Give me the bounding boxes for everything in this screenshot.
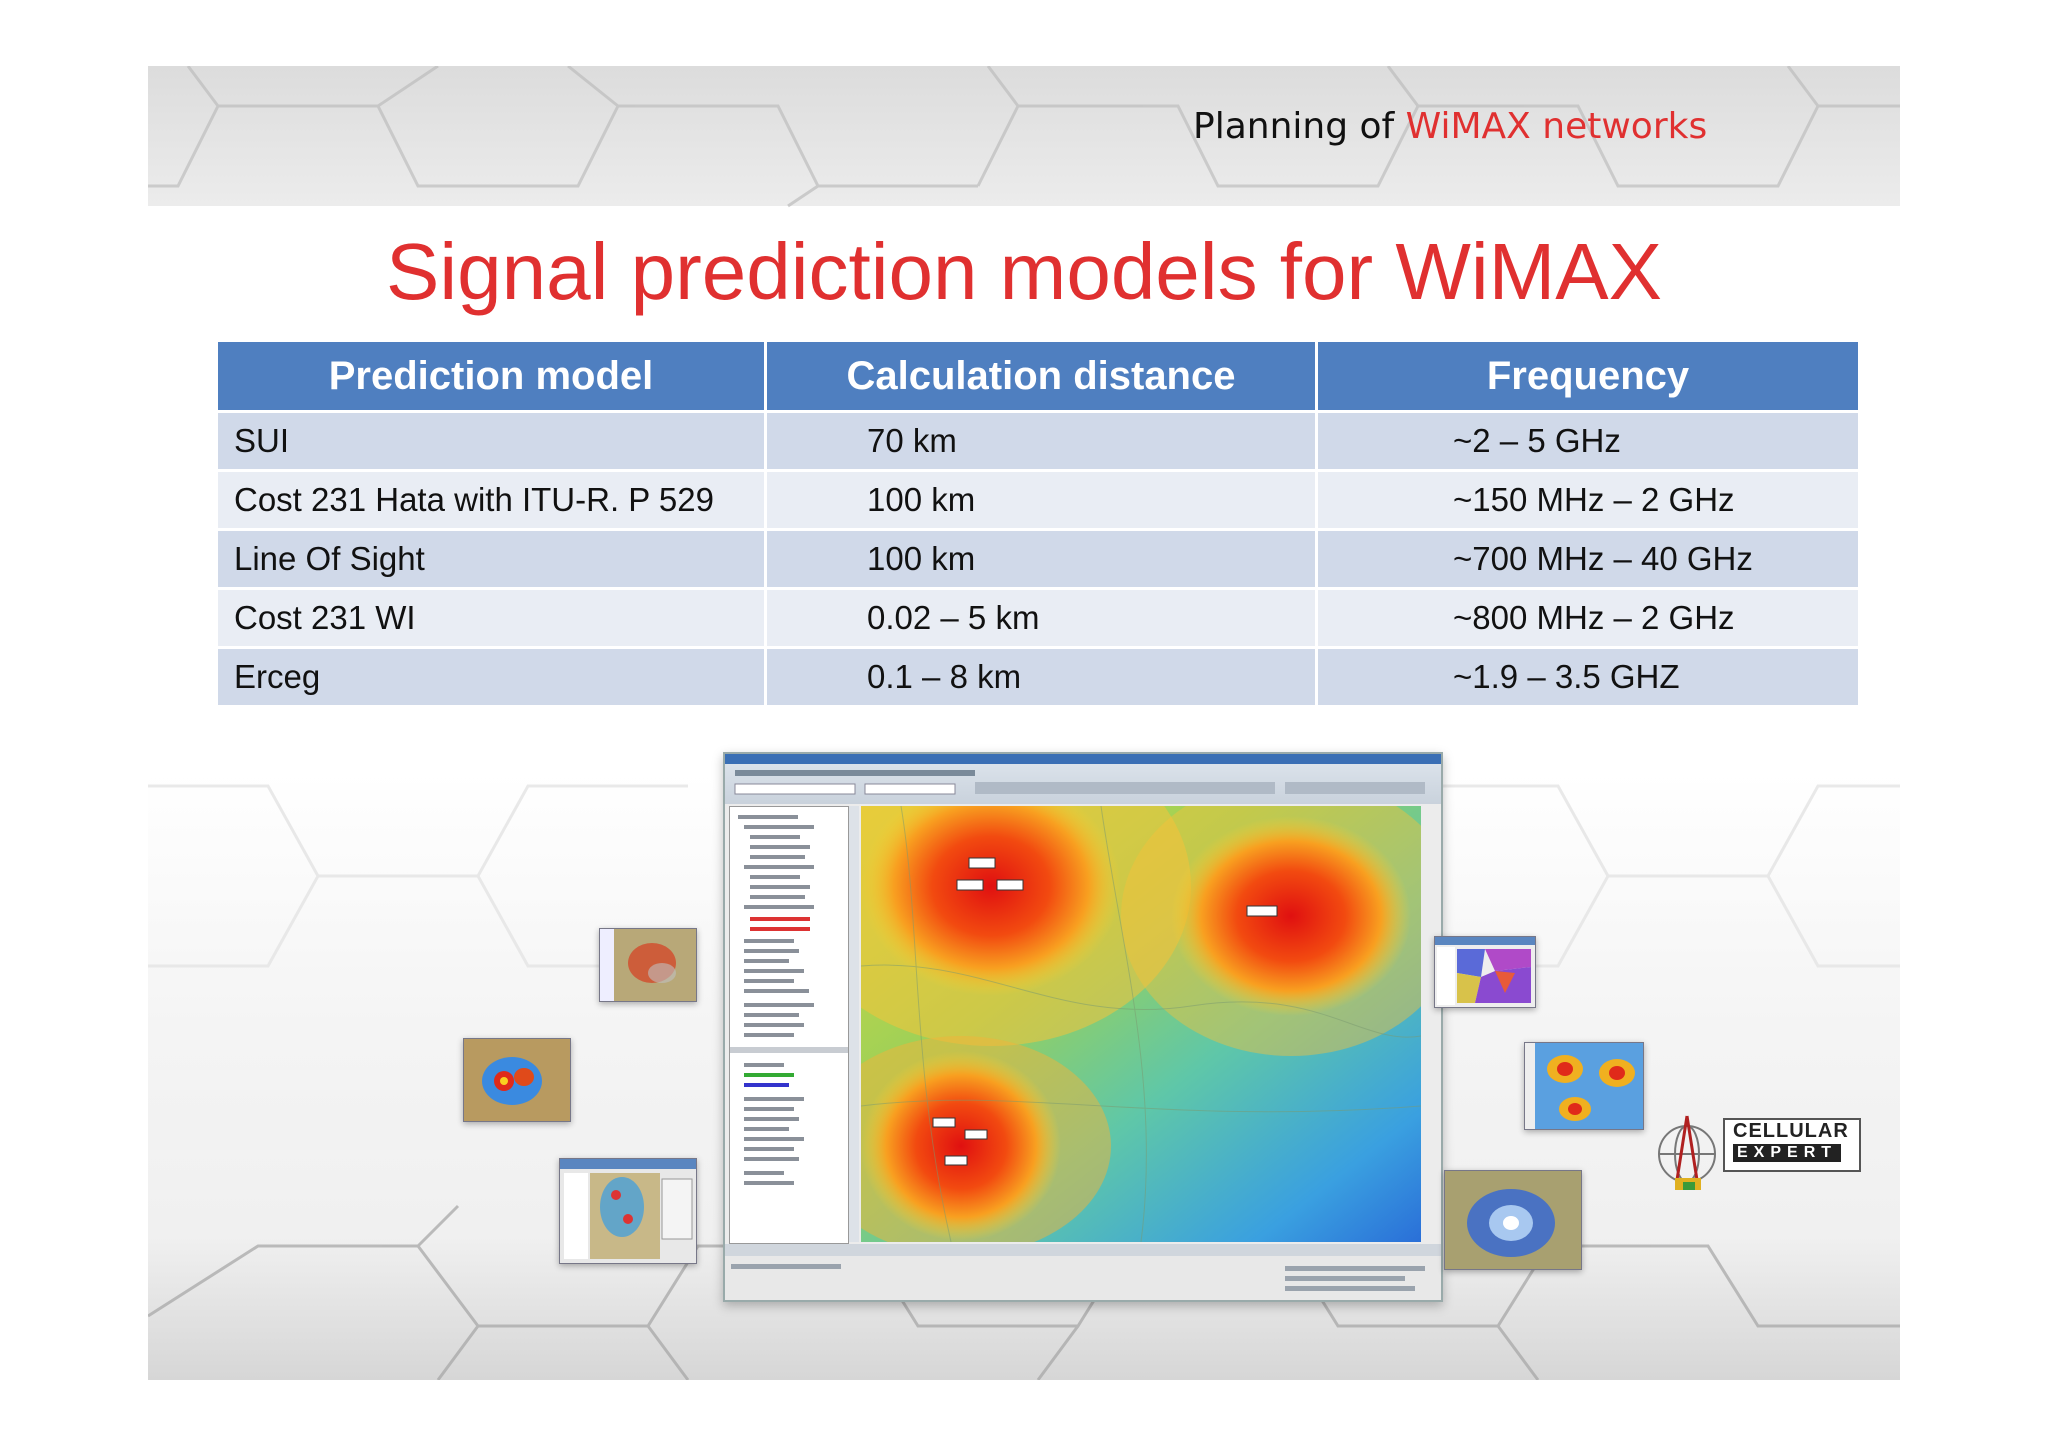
heatmap-graphic (861, 806, 1421, 1242)
table-header-row: Prediction model Calculation distance Fr… (218, 342, 1858, 410)
frequency-cell: ~150 MHz – 2 GHz (1318, 469, 1858, 528)
signal-heatmap (861, 806, 1421, 1242)
thumbnail-graphic (560, 1159, 696, 1259)
model-cell: Line Of Sight (218, 528, 767, 587)
table-row: Erceg 0.1 – 8 km ~1.9 – 3.5 GHZ (218, 646, 1858, 705)
header-tagline-accent: WiMAX networks (1405, 106, 1708, 147)
thumbnail-app-window (559, 1158, 697, 1264)
column-header: Prediction model (218, 342, 767, 410)
logo-line-1: CELLULAR (1733, 1120, 1849, 1142)
thumbnail-hotspot-map (463, 1038, 571, 1122)
map-tools-strip (849, 806, 859, 1242)
status-bar-graphic (725, 1244, 1441, 1291)
model-cell: Erceg (218, 646, 767, 705)
header-tagline-prefix: Planning of (1193, 106, 1395, 147)
distance-cell: 70 km (767, 410, 1318, 469)
slide-title: Signal prediction models for WiMAX (385, 227, 1663, 316)
prediction-models-table: Prediction model Calculation distance Fr… (218, 342, 1858, 705)
table-row: Cost 231 WI 0.02 – 5 km ~800 MHz – 2 GHz (218, 587, 1858, 646)
thumbnail-graphic (1445, 1171, 1581, 1269)
frequency-cell: ~2 – 5 GHz (1318, 410, 1858, 469)
table-row: Cost 231 Hata with ITU-R. P 529 100 km ~… (218, 469, 1858, 528)
logo-line-2: EXPERT (1733, 1144, 1842, 1162)
frequency-cell: ~800 MHz – 2 GHz (1318, 587, 1858, 646)
distance-cell: 0.1 – 8 km (767, 646, 1318, 705)
thumbnail-blue-coverage (1444, 1170, 1582, 1270)
layer-tree-items (730, 815, 848, 1185)
table-row: Line Of Sight 100 km ~700 MHz – 40 GHz (218, 528, 1858, 587)
thumbnail-city-coverage (599, 928, 697, 1002)
model-cell: Cost 231 Hata with ITU-R. P 529 (218, 469, 767, 528)
column-header: Frequency (1318, 342, 1858, 410)
globe-tower-icon (1658, 1115, 1716, 1190)
thumbnail-graphic (464, 1039, 570, 1121)
distance-cell: 0.02 – 5 km (767, 587, 1318, 646)
distance-cell: 100 km (767, 528, 1318, 587)
column-header: Calculation distance (767, 342, 1318, 410)
frequency-cell: ~700 MHz – 40 GHz (1318, 528, 1858, 587)
model-cell: Cost 231 WI (218, 587, 767, 646)
thumbnail-graphic (600, 929, 696, 1001)
table-row: SUI 70 km ~2 – 5 GHz (218, 410, 1858, 469)
header-background (148, 66, 1900, 206)
frequency-cell: ~1.9 – 3.5 GHZ (1318, 646, 1858, 705)
thumbnail-multi-hotspot (1524, 1042, 1644, 1130)
layer-tree-panel (729, 806, 849, 1244)
toolbar-icons (725, 754, 1441, 795)
thumbnail-sector-map (1434, 936, 1536, 1008)
coverage-map-screenshot (723, 752, 1443, 1302)
thumbnail-graphic (1435, 937, 1535, 1005)
model-cell: SUI (218, 410, 767, 469)
screenshot-status-bar (725, 1244, 1441, 1300)
distance-cell: 100 km (767, 469, 1318, 528)
screenshot-toolbar (725, 754, 1441, 804)
header-tagline: Planning of WiMAX networks (1193, 106, 1707, 147)
thumbnail-graphic (1525, 1043, 1643, 1129)
cellular-expert-logo: CELLULAR EXPERT (1653, 1106, 1873, 1196)
